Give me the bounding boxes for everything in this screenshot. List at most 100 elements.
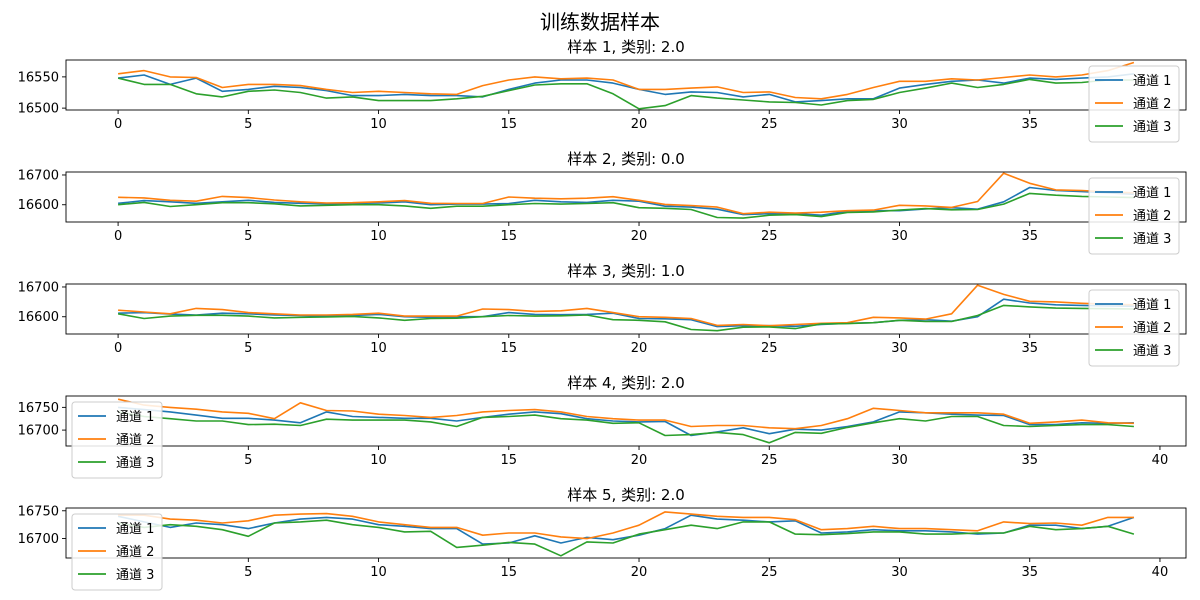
x-tick-label: 5 xyxy=(244,565,252,580)
x-tick-label: 20 xyxy=(631,229,648,244)
x-tick-label: 10 xyxy=(370,565,387,580)
axes-frame xyxy=(65,283,1187,335)
subplot-3: 样本 3, 类别: 1.0 0 5 10 15 20 25 30 35 16600 16700 通道 … xyxy=(18,262,1187,367)
series-line-3 xyxy=(118,192,1134,219)
x-tick-label: 30 xyxy=(891,453,908,468)
y-tick-label: 16700 xyxy=(18,280,59,295)
series-line-3 xyxy=(117,77,1134,110)
axes-frame xyxy=(65,395,1187,447)
legend-box xyxy=(1088,289,1180,367)
subplot-2: 样本 2, 类别: 0.0 0 5 10 15 20 25 30 35 16600 16700 通道 … xyxy=(18,150,1187,255)
legend: 通道 1 通道 2 通道 3 xyxy=(1088,177,1180,255)
x-tick-label: 15 xyxy=(501,341,518,356)
axes-frame xyxy=(65,59,1187,111)
legend: 通道 1 通道 2 通道 3 xyxy=(1088,65,1180,143)
y-tick-label: 16500 xyxy=(18,102,59,117)
x-tick-label: 20 xyxy=(631,453,648,468)
series-line-3 xyxy=(117,411,1134,444)
x-tick-label: 20 xyxy=(631,117,648,132)
series-line-2 xyxy=(118,511,1134,540)
legend: 通道 1 通道 2 通道 3 xyxy=(1088,289,1180,367)
legend: 通道 1 通道 2 通道 3 xyxy=(71,401,163,479)
x-tick-label: 15 xyxy=(501,565,518,580)
x-tick-label: 5 xyxy=(244,341,252,356)
x-tick-label: 15 xyxy=(501,117,518,132)
legend-label: 通道 3 xyxy=(1133,232,1171,247)
legend-label: 通道 3 xyxy=(1133,120,1171,135)
legend-label: 通道 2 xyxy=(116,545,154,560)
subplot-title: 样本 4, 类别: 2.0 xyxy=(567,374,685,392)
y-tick-label: 16750 xyxy=(18,401,59,416)
x-tick-label: 35 xyxy=(1021,117,1038,132)
x-tick-label: 5 xyxy=(244,117,252,132)
x-tick-label: 35 xyxy=(1021,565,1038,580)
subplot-title: 样本 1, 类别: 2.0 xyxy=(567,38,685,56)
x-tick-label: 0 xyxy=(114,341,122,356)
x-tick-label: 30 xyxy=(891,117,908,132)
x-tick-label: 10 xyxy=(370,229,387,244)
series-line-2 xyxy=(118,172,1134,215)
legend-box xyxy=(71,513,163,591)
x-tick-label: 5 xyxy=(244,229,252,244)
x-tick-label: 30 xyxy=(891,565,908,580)
legend-box xyxy=(1088,65,1180,143)
x-tick-label: 25 xyxy=(761,117,778,132)
y-tick-label: 16600 xyxy=(18,198,59,213)
series-line-1 xyxy=(118,186,1134,216)
legend-label: 通道 2 xyxy=(1133,97,1171,112)
x-tick-label: 25 xyxy=(761,453,778,468)
y-tick-label: 16750 xyxy=(18,504,59,519)
subplot-1: 样本 1, 类别: 2.0 0 5 10 15 20 25 30 35 16500 16550 通道 … xyxy=(18,38,1187,143)
x-tick-label: 40 xyxy=(1152,565,1169,580)
legend-box xyxy=(71,401,163,479)
legend-label: 通道 1 xyxy=(116,410,154,425)
subplot-5: 样本 5, 类别: 2.0 5 10 15 20 25 30 35 40 16700 16750 通道… xyxy=(18,486,1187,591)
legend-label: 通道 3 xyxy=(116,456,154,471)
x-tick-label: 5 xyxy=(244,453,252,468)
x-tick-label: 35 xyxy=(1021,341,1038,356)
x-tick-label: 10 xyxy=(370,341,387,356)
y-tick-label: 16700 xyxy=(18,532,59,547)
y-tick-label: 16550 xyxy=(18,70,59,85)
legend-label: 通道 2 xyxy=(1133,321,1171,336)
x-tick-label: 10 xyxy=(370,453,387,468)
legend-label: 通道 1 xyxy=(1133,74,1171,89)
y-tick-label: 16700 xyxy=(18,168,59,183)
x-tick-label: 0 xyxy=(114,117,122,132)
subplot-title: 样本 2, 类别: 0.0 xyxy=(567,150,685,168)
legend-label: 通道 3 xyxy=(1133,344,1171,359)
subplot-panels: 样本 1, 类别: 2.0 0 5 10 15 20 25 30 35 16500 16550 通道 … xyxy=(18,38,1187,591)
series-line-2 xyxy=(117,398,1134,430)
series-line-1 xyxy=(118,406,1134,437)
series-line-1 xyxy=(118,73,1134,103)
x-tick-label: 0 xyxy=(114,229,122,244)
legend-label: 通道 2 xyxy=(1133,209,1171,224)
x-tick-label: 30 xyxy=(891,341,908,356)
x-tick-label: 25 xyxy=(761,565,778,580)
legend-label: 通道 3 xyxy=(116,568,154,583)
y-tick-label: 16600 xyxy=(18,310,59,325)
subplot-title: 样本 5, 类别: 2.0 xyxy=(567,486,685,504)
x-tick-label: 20 xyxy=(631,565,648,580)
x-tick-label: 25 xyxy=(761,229,778,244)
series-line-2 xyxy=(118,61,1135,100)
axes-frame xyxy=(65,171,1187,223)
series-line-3 xyxy=(117,519,1135,557)
series-line-3 xyxy=(117,304,1134,332)
x-tick-label: 15 xyxy=(501,453,518,468)
x-tick-label: 35 xyxy=(1021,453,1038,468)
subplot-title: 样本 3, 类别: 1.0 xyxy=(567,262,685,280)
x-tick-label: 40 xyxy=(1152,453,1169,468)
x-tick-label: 25 xyxy=(761,341,778,356)
legend-label: 通道 2 xyxy=(116,433,154,448)
series-line-2 xyxy=(118,284,1134,327)
x-tick-label: 35 xyxy=(1021,229,1038,244)
legend-label: 通道 1 xyxy=(1133,186,1171,201)
subplot-4: 样本 4, 类别: 2.0 5 10 15 20 25 30 35 40 16700 16750 通道… xyxy=(18,374,1187,479)
legend-label: 通道 1 xyxy=(116,522,154,537)
x-tick-label: 20 xyxy=(631,341,648,356)
legend: 通道 1 通道 2 通道 3 xyxy=(71,513,163,591)
axes-frame xyxy=(65,507,1187,559)
legend-label: 通道 1 xyxy=(1133,298,1171,313)
